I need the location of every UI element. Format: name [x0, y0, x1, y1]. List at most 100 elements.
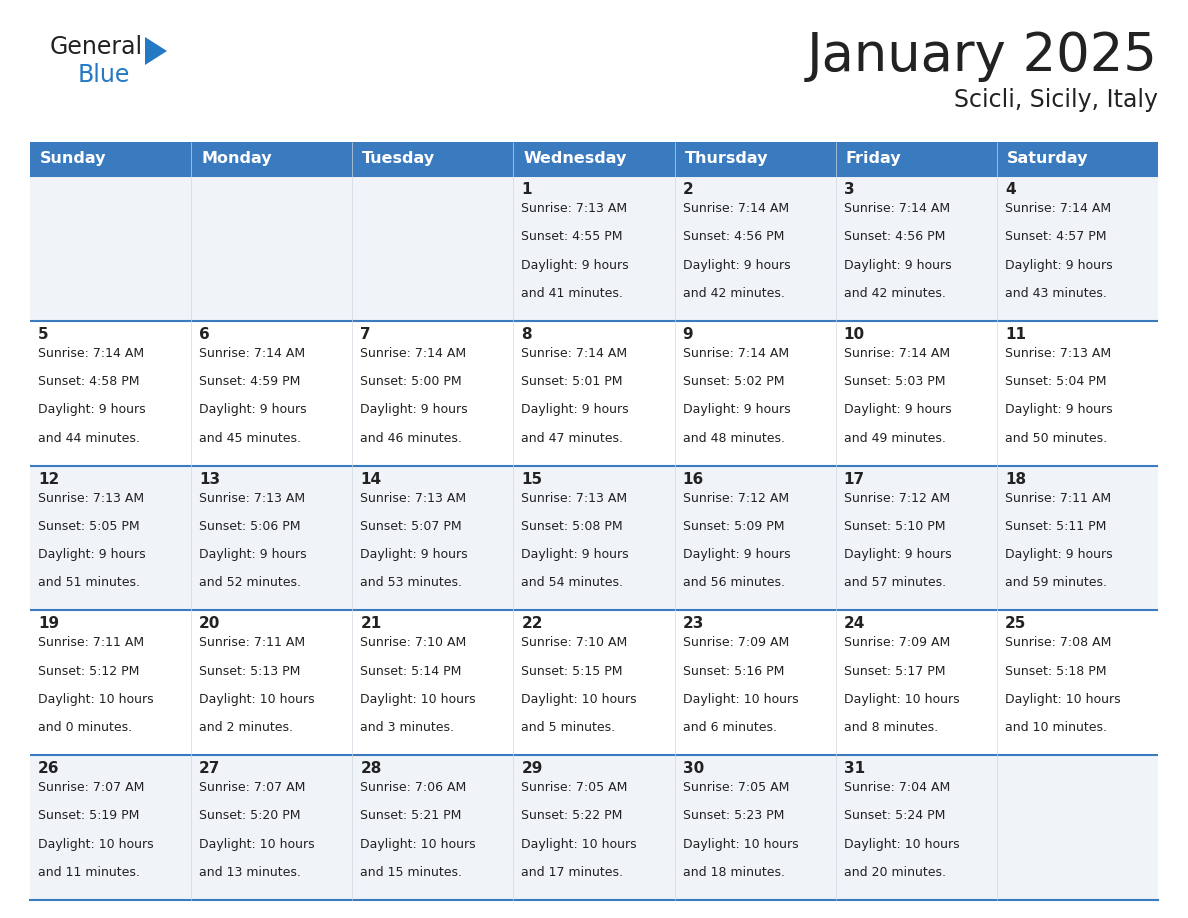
Text: Saturday: Saturday: [1007, 151, 1088, 166]
Text: Sunset: 5:23 PM: Sunset: 5:23 PM: [683, 810, 784, 823]
Text: Sunset: 5:08 PM: Sunset: 5:08 PM: [522, 520, 623, 532]
Text: and 42 minutes.: and 42 minutes.: [683, 286, 784, 300]
Text: Daylight: 10 hours: Daylight: 10 hours: [38, 693, 153, 706]
Text: Daylight: 9 hours: Daylight: 9 hours: [360, 403, 468, 417]
Text: Daylight: 9 hours: Daylight: 9 hours: [200, 403, 307, 417]
Text: Sunset: 4:55 PM: Sunset: 4:55 PM: [522, 230, 623, 243]
Bar: [30, 756, 1158, 900]
Text: Daylight: 9 hours: Daylight: 9 hours: [360, 548, 468, 561]
Text: 2: 2: [683, 182, 694, 197]
Text: Sunrise: 7:12 AM: Sunrise: 7:12 AM: [843, 492, 950, 505]
Text: Sunrise: 7:14 AM: Sunrise: 7:14 AM: [200, 347, 305, 360]
Text: Sunrise: 7:06 AM: Sunrise: 7:06 AM: [360, 781, 467, 794]
Text: Sunset: 5:11 PM: Sunset: 5:11 PM: [1005, 520, 1106, 532]
Text: Sunrise: 7:11 AM: Sunrise: 7:11 AM: [38, 636, 144, 649]
Text: and 45 minutes.: and 45 minutes.: [200, 431, 301, 444]
Text: Daylight: 9 hours: Daylight: 9 hours: [38, 403, 146, 417]
Text: Sunrise: 7:09 AM: Sunrise: 7:09 AM: [843, 636, 950, 649]
Text: Sunrise: 7:10 AM: Sunrise: 7:10 AM: [360, 636, 467, 649]
Text: and 59 minutes.: and 59 minutes.: [1005, 577, 1107, 589]
Text: and 10 minutes.: and 10 minutes.: [1005, 722, 1107, 734]
Text: 29: 29: [522, 761, 543, 777]
Text: Daylight: 9 hours: Daylight: 9 hours: [522, 403, 630, 417]
Text: Daylight: 9 hours: Daylight: 9 hours: [38, 548, 146, 561]
Text: Daylight: 10 hours: Daylight: 10 hours: [360, 838, 476, 851]
Text: 22: 22: [522, 616, 543, 632]
Text: and 48 minutes.: and 48 minutes.: [683, 431, 784, 444]
Text: Sunset: 5:02 PM: Sunset: 5:02 PM: [683, 375, 784, 388]
Text: Daylight: 10 hours: Daylight: 10 hours: [683, 838, 798, 851]
Text: Sunset: 5:14 PM: Sunset: 5:14 PM: [360, 665, 462, 677]
Text: Sunset: 4:58 PM: Sunset: 4:58 PM: [38, 375, 139, 388]
Bar: [30, 142, 191, 176]
Text: Sunrise: 7:14 AM: Sunrise: 7:14 AM: [683, 347, 789, 360]
Text: 19: 19: [38, 616, 59, 632]
Text: Daylight: 9 hours: Daylight: 9 hours: [1005, 548, 1112, 561]
Text: Sunset: 5:06 PM: Sunset: 5:06 PM: [200, 520, 301, 532]
Text: Daylight: 10 hours: Daylight: 10 hours: [683, 693, 798, 706]
Text: 30: 30: [683, 761, 703, 777]
Text: Sunrise: 7:05 AM: Sunrise: 7:05 AM: [683, 781, 789, 794]
Text: Sunset: 5:21 PM: Sunset: 5:21 PM: [360, 810, 462, 823]
Text: Tuesday: Tuesday: [362, 151, 436, 166]
Text: General: General: [50, 35, 143, 59]
Text: Blue: Blue: [78, 63, 131, 87]
Text: Daylight: 10 hours: Daylight: 10 hours: [38, 838, 153, 851]
Text: Sunrise: 7:10 AM: Sunrise: 7:10 AM: [522, 636, 627, 649]
Text: Monday: Monday: [201, 151, 272, 166]
Text: and 43 minutes.: and 43 minutes.: [1005, 286, 1107, 300]
Text: Sunset: 4:56 PM: Sunset: 4:56 PM: [843, 230, 946, 243]
Text: Sunset: 5:03 PM: Sunset: 5:03 PM: [843, 375, 946, 388]
Text: Sunset: 5:16 PM: Sunset: 5:16 PM: [683, 665, 784, 677]
Text: 24: 24: [843, 616, 865, 632]
Text: Sunrise: 7:14 AM: Sunrise: 7:14 AM: [843, 202, 950, 215]
Text: 27: 27: [200, 761, 221, 777]
Text: Daylight: 10 hours: Daylight: 10 hours: [200, 838, 315, 851]
Text: Sunset: 5:20 PM: Sunset: 5:20 PM: [200, 810, 301, 823]
Text: Sunset: 4:56 PM: Sunset: 4:56 PM: [683, 230, 784, 243]
Text: and 6 minutes.: and 6 minutes.: [683, 722, 777, 734]
Text: and 15 minutes.: and 15 minutes.: [360, 866, 462, 879]
Text: 14: 14: [360, 472, 381, 487]
Text: Daylight: 9 hours: Daylight: 9 hours: [522, 548, 630, 561]
Text: and 53 minutes.: and 53 minutes.: [360, 577, 462, 589]
Text: Sunset: 5:01 PM: Sunset: 5:01 PM: [522, 375, 623, 388]
Text: 21: 21: [360, 616, 381, 632]
Text: Sunrise: 7:09 AM: Sunrise: 7:09 AM: [683, 636, 789, 649]
Text: and 46 minutes.: and 46 minutes.: [360, 431, 462, 444]
Text: and 13 minutes.: and 13 minutes.: [200, 866, 301, 879]
Text: 18: 18: [1005, 472, 1026, 487]
Text: Daylight: 9 hours: Daylight: 9 hours: [683, 548, 790, 561]
Bar: [30, 610, 1158, 756]
Text: Sunset: 5:04 PM: Sunset: 5:04 PM: [1005, 375, 1106, 388]
Text: 7: 7: [360, 327, 371, 341]
Text: 16: 16: [683, 472, 703, 487]
Text: 5: 5: [38, 327, 49, 341]
Text: Sunrise: 7:13 AM: Sunrise: 7:13 AM: [522, 492, 627, 505]
Text: and 44 minutes.: and 44 minutes.: [38, 431, 140, 444]
Text: Sunrise: 7:11 AM: Sunrise: 7:11 AM: [1005, 492, 1111, 505]
Text: Friday: Friday: [846, 151, 902, 166]
Text: 8: 8: [522, 327, 532, 341]
Text: Sunrise: 7:14 AM: Sunrise: 7:14 AM: [360, 347, 467, 360]
Text: Sunset: 5:10 PM: Sunset: 5:10 PM: [843, 520, 946, 532]
Text: 1: 1: [522, 182, 532, 197]
Text: and 51 minutes.: and 51 minutes.: [38, 577, 140, 589]
Text: Sunset: 5:22 PM: Sunset: 5:22 PM: [522, 810, 623, 823]
Text: and 18 minutes.: and 18 minutes.: [683, 866, 784, 879]
Text: and 54 minutes.: and 54 minutes.: [522, 577, 624, 589]
Text: and 8 minutes.: and 8 minutes.: [843, 722, 937, 734]
Text: Sunrise: 7:13 AM: Sunrise: 7:13 AM: [522, 202, 627, 215]
Text: Sunset: 5:19 PM: Sunset: 5:19 PM: [38, 810, 139, 823]
Text: Sunrise: 7:11 AM: Sunrise: 7:11 AM: [200, 636, 305, 649]
Text: Daylight: 10 hours: Daylight: 10 hours: [200, 693, 315, 706]
Text: Sunrise: 7:12 AM: Sunrise: 7:12 AM: [683, 492, 789, 505]
Text: Sunrise: 7:13 AM: Sunrise: 7:13 AM: [1005, 347, 1111, 360]
Text: and 57 minutes.: and 57 minutes.: [843, 577, 946, 589]
Text: Sunset: 5:05 PM: Sunset: 5:05 PM: [38, 520, 140, 532]
Text: Sunset: 5:09 PM: Sunset: 5:09 PM: [683, 520, 784, 532]
Text: 15: 15: [522, 472, 543, 487]
Polygon shape: [145, 37, 168, 65]
Text: Sunset: 5:07 PM: Sunset: 5:07 PM: [360, 520, 462, 532]
Text: Daylight: 10 hours: Daylight: 10 hours: [843, 693, 960, 706]
